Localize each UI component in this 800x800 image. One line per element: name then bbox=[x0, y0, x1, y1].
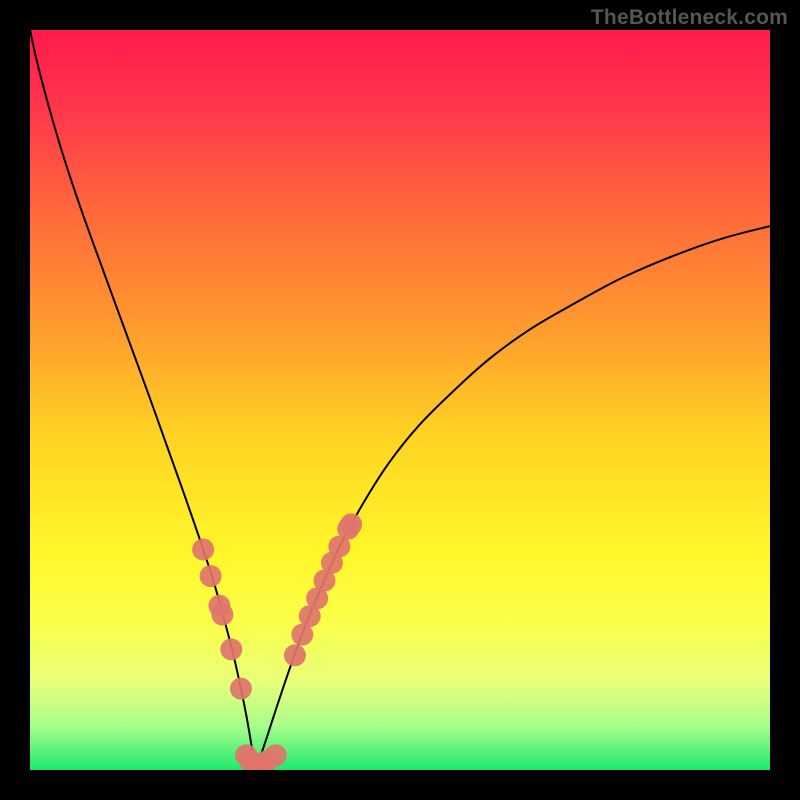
data-marker bbox=[230, 678, 252, 700]
data-marker bbox=[340, 513, 362, 535]
outer-frame: TheBottleneck.com bbox=[0, 0, 800, 800]
plot-svg bbox=[30, 30, 770, 770]
data-marker bbox=[265, 744, 287, 766]
data-marker bbox=[220, 638, 242, 660]
plot-area bbox=[30, 30, 770, 770]
data-marker bbox=[211, 604, 233, 626]
data-marker bbox=[284, 644, 306, 666]
data-marker bbox=[200, 565, 222, 587]
data-marker bbox=[192, 538, 214, 560]
watermark-text: TheBottleneck.com bbox=[591, 6, 788, 30]
gradient-background bbox=[30, 30, 770, 770]
